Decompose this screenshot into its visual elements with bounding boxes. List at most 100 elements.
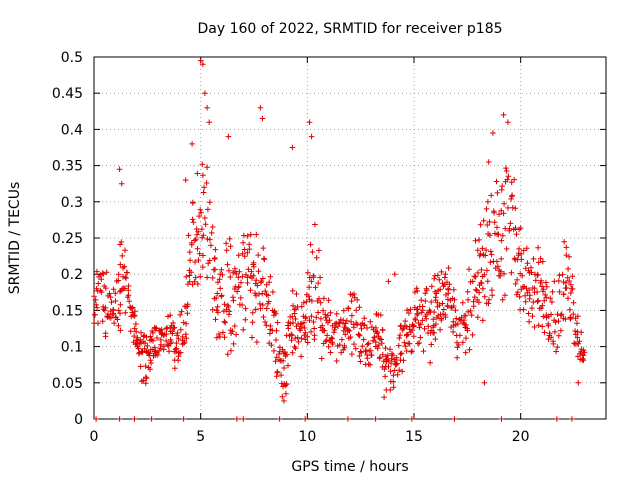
data-point [218, 292, 225, 299]
data-point [94, 305, 100, 311]
data-point [168, 339, 174, 345]
data-point [254, 282, 261, 289]
data-point [138, 329, 144, 336]
data-point [576, 338, 583, 345]
data-point [382, 345, 389, 351]
data-point [567, 307, 573, 313]
data-point [378, 336, 384, 343]
data-point [158, 341, 164, 348]
data-point [517, 225, 524, 231]
data-point [457, 332, 463, 339]
data-point [445, 285, 451, 292]
data-point [226, 308, 233, 315]
data-point [493, 178, 500, 185]
data-point [280, 358, 286, 364]
data-point [432, 336, 439, 342]
data-point [306, 119, 313, 125]
data-point [122, 247, 128, 253]
data-point [475, 247, 481, 254]
data-point [460, 339, 466, 346]
data-point [382, 373, 388, 380]
data-point [183, 331, 189, 338]
data-point [121, 263, 128, 270]
data-point [563, 280, 569, 286]
data-point [311, 332, 318, 339]
data-point [143, 380, 149, 387]
data-point [341, 342, 348, 349]
data-point [446, 281, 453, 288]
data-point [441, 306, 447, 313]
data-point [304, 333, 311, 340]
y-tick-label: 0.25 [52, 231, 83, 247]
data-point [404, 307, 410, 313]
data-point [281, 365, 287, 371]
data-point [193, 236, 199, 243]
data-point [242, 305, 249, 312]
data-point [574, 320, 580, 326]
data-point [197, 57, 204, 64]
data-point [558, 312, 564, 319]
data-point [301, 320, 307, 326]
data-point [224, 261, 231, 268]
data-point [252, 306, 259, 313]
data-point [115, 271, 122, 278]
data-point [182, 177, 189, 183]
data-point [357, 348, 364, 355]
data-point [133, 329, 139, 335]
data-point [575, 313, 581, 319]
data-point [552, 329, 558, 335]
data-point [394, 360, 400, 367]
data-point [309, 298, 315, 304]
data-point [420, 307, 426, 314]
x-tick-label: 10 [298, 429, 316, 445]
data-point [334, 311, 340, 317]
data-point [200, 189, 207, 196]
data-point [178, 327, 184, 333]
data-point [417, 334, 424, 341]
data-point [431, 309, 437, 315]
data-point [221, 334, 228, 340]
data-point [236, 268, 243, 275]
data-point [234, 288, 240, 295]
data-point [131, 416, 138, 422]
data-point [244, 233, 251, 239]
data-point [240, 240, 246, 246]
data-point [281, 398, 287, 404]
y-tick-label: 0.15 [52, 303, 83, 319]
data-point [152, 326, 159, 332]
data-point [445, 265, 452, 271]
data-point [302, 329, 309, 336]
data-point [568, 290, 574, 296]
data-point [95, 280, 102, 287]
data-point [572, 328, 578, 334]
data-point [147, 350, 153, 357]
data-point [379, 327, 386, 333]
data-point [197, 206, 203, 213]
data-point [569, 273, 576, 280]
data-point [341, 307, 347, 314]
data-point [397, 351, 404, 357]
data-point [106, 290, 113, 297]
data-point [438, 269, 445, 275]
data-point [543, 294, 549, 301]
data-point [95, 320, 101, 326]
data-point [375, 333, 382, 340]
data-point [374, 345, 381, 352]
data-point [276, 416, 283, 422]
data-point [505, 119, 511, 125]
data-point [472, 274, 479, 280]
data-point [511, 255, 518, 262]
data-point [402, 318, 408, 324]
data-point [560, 279, 567, 285]
data-point [291, 344, 298, 350]
data-point [556, 272, 563, 279]
data-point [215, 279, 221, 285]
data-point [202, 221, 209, 227]
data-point [157, 345, 163, 351]
data-point [333, 358, 340, 364]
y-tick-label: 0.3 [61, 195, 83, 211]
data-point [293, 291, 300, 297]
data-point [558, 327, 564, 334]
data-point [208, 230, 215, 236]
data-point [112, 298, 119, 304]
